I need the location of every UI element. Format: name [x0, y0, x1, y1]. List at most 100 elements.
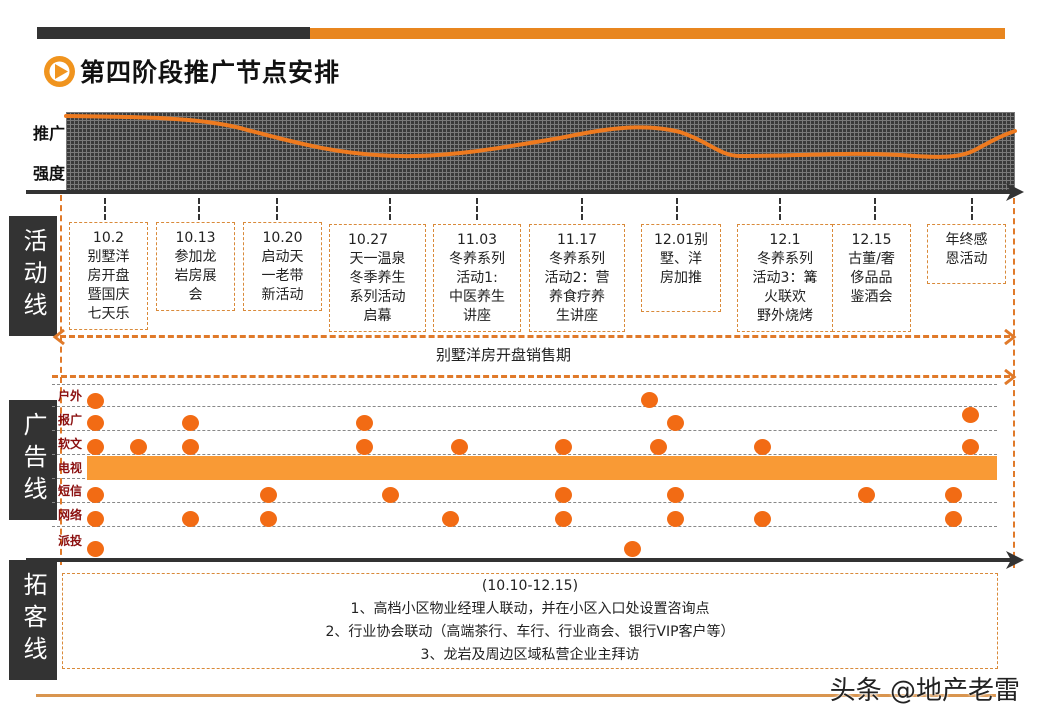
- ad-dot: [451, 439, 468, 455]
- activity-description: 古董/奢 侈品品 鉴酒会: [848, 251, 895, 305]
- tv-campaign-bar: [87, 456, 997, 480]
- section-label-advertising: 广告线: [9, 400, 57, 520]
- ad-dot: [962, 407, 979, 423]
- sales-period-label: 别墅洋房开盘销售期: [436, 346, 572, 364]
- activity-box-year-end: 年终感 恩活动: [927, 224, 1006, 284]
- period-end-guide: [1013, 198, 1015, 568]
- arrow-left-icon: [52, 329, 65, 345]
- timeline-tick: [676, 198, 680, 220]
- ad-channel-sms: 短信: [58, 484, 83, 498]
- activity-box-10-13: 10.13 参加龙 岩房展 会: [156, 222, 235, 311]
- header-bar-dark: [37, 27, 310, 39]
- prospecting-period: (10.10-12.15): [481, 578, 579, 594]
- activity-description: 天一温泉 冬季养生 系列活动 启幕: [349, 251, 406, 324]
- timeline-tick: [276, 198, 280, 220]
- activity-box-11-03: 11.03 冬养系列 活动1: 中医养生 讲座: [433, 224, 521, 332]
- timeline-tick: [198, 198, 202, 220]
- activity-box-11-17: 11.17 冬养系列 活动2：营 养食疗养 生讲座: [529, 224, 625, 332]
- activity-description: 启动天 一老带 新活动: [261, 249, 304, 303]
- footer-divider: [36, 694, 996, 697]
- ad-dot: [182, 439, 199, 455]
- activity-description: 冬养系列 活动3：篝 火联欢 野外烧烤: [752, 251, 818, 324]
- activity-box-12-01: 12.01别 墅、洋 房加推: [641, 224, 721, 312]
- arrow-right-icon: [1004, 369, 1017, 385]
- y-axis-label-line2: 强度: [33, 164, 66, 183]
- ad-dot: [182, 511, 199, 527]
- section-label-activity: 活动线: [9, 216, 57, 336]
- ad-dot: [382, 487, 399, 503]
- activity-box-10-27: 10.27 天一温泉 冬季养生 系列活动 启幕: [329, 224, 426, 332]
- section-label-prospecting: 拓客线: [9, 560, 57, 680]
- activity-description: 年终感 恩活动: [945, 232, 988, 267]
- activity-description: 冬养系列 活动1: 中医养生 讲座: [449, 251, 505, 324]
- arrow-right-icon: [1004, 329, 1017, 345]
- watermark: 头条 @地产老雷: [829, 676, 1020, 706]
- ad-channel-tv: 电视: [58, 461, 83, 475]
- ad-dot: [356, 415, 373, 431]
- sales-period-arrow: [60, 335, 1010, 338]
- activity-date: 11.17: [556, 232, 598, 248]
- timeline-axis-top: [26, 190, 1012, 194]
- ad-row-divider: [52, 526, 997, 527]
- activity-date: 10.27: [348, 232, 389, 248]
- timeline-tick: [874, 198, 878, 220]
- activity-date: 12.01别: [653, 232, 709, 248]
- arrow-right-icon: [1006, 183, 1024, 201]
- ad-channel-outdoor: 户外: [58, 389, 83, 403]
- ad-dot: [555, 511, 572, 527]
- ad-row-divider: [52, 430, 997, 431]
- header-bar-accent: [310, 28, 1005, 39]
- ad-dot: [260, 511, 277, 527]
- prospecting-box: (10.10-12.15) 1、高档小区物业经理人联动，并在小区入口处设置咨询点…: [62, 573, 998, 669]
- ad-dot: [945, 487, 962, 503]
- ad-dot: [624, 541, 641, 557]
- ad-channel-softtext: 软文: [58, 437, 83, 451]
- ad-dot: [650, 439, 667, 455]
- activity-description: 参加龙 岩房展 会: [174, 249, 217, 303]
- ad-dot: [667, 487, 684, 503]
- ad-dot: [641, 392, 658, 408]
- activity-description: 冬养系列 活动2：营 养食疗养 生讲座: [544, 251, 610, 324]
- ad-row-divider: [52, 406, 997, 407]
- ad-dot: [87, 439, 104, 455]
- ad-dot: [442, 511, 459, 527]
- activity-date: 10.20: [262, 230, 303, 246]
- ad-dot: [754, 439, 771, 455]
- prospecting-item: 3、龙岩及周边区域私营企业主拜访: [420, 647, 640, 663]
- timeline-tick: [581, 198, 585, 220]
- intensity-curve: [64, 114, 1017, 159]
- ad-dot: [130, 439, 147, 455]
- prospecting-item: 1、高档小区物业经理人联动，并在小区入口处设置咨询点: [350, 601, 710, 617]
- ad-dot: [754, 511, 771, 527]
- ad-channel-newspaper: 报广: [58, 413, 83, 427]
- activity-date: 10.13: [175, 230, 216, 246]
- arrow-right-icon: [1006, 551, 1024, 569]
- ad-dot: [87, 511, 104, 527]
- ad-dot: [260, 487, 277, 503]
- ad-row-divider: [52, 502, 997, 503]
- ad-dot: [87, 487, 104, 503]
- activity-date: 11.03: [456, 232, 498, 248]
- timeline-tick: [104, 198, 108, 220]
- period-start-guide: [60, 195, 62, 565]
- ad-dot: [962, 439, 979, 455]
- page-title: 第四阶段推广节点安排: [80, 58, 341, 87]
- ad-dot: [945, 511, 962, 527]
- activity-box-10-2: 10.2 别墅洋 房开盘 暨国庆 七天乐: [69, 222, 148, 330]
- ad-dot: [87, 393, 104, 409]
- activity-description: 别墅洋 房开盘 暨国庆 七天乐: [87, 249, 130, 322]
- timeline-tick: [476, 198, 480, 220]
- activity-box-10-20: 10.20 启动天 一老带 新活动: [243, 222, 322, 311]
- play-circle-icon: [44, 56, 75, 87]
- ad-dot: [555, 487, 572, 503]
- activity-date: 10.2: [92, 230, 125, 246]
- activity-date: 12.15: [851, 232, 892, 248]
- activity-box-12-15: 12.15 古董/奢 侈品品 鉴酒会: [832, 224, 911, 332]
- sales-period-arrow-lower: [52, 375, 1010, 378]
- timeline-tick: [389, 198, 393, 220]
- ad-channel-online: 网络: [58, 508, 83, 522]
- activity-box-12-1: 12.1 冬养系列 活动3：篝 火联欢 野外烧烤: [737, 224, 833, 332]
- ad-row-divider: [52, 384, 997, 385]
- ad-row-divider: [52, 454, 997, 455]
- y-axis-label-line1: 推广: [33, 124, 66, 143]
